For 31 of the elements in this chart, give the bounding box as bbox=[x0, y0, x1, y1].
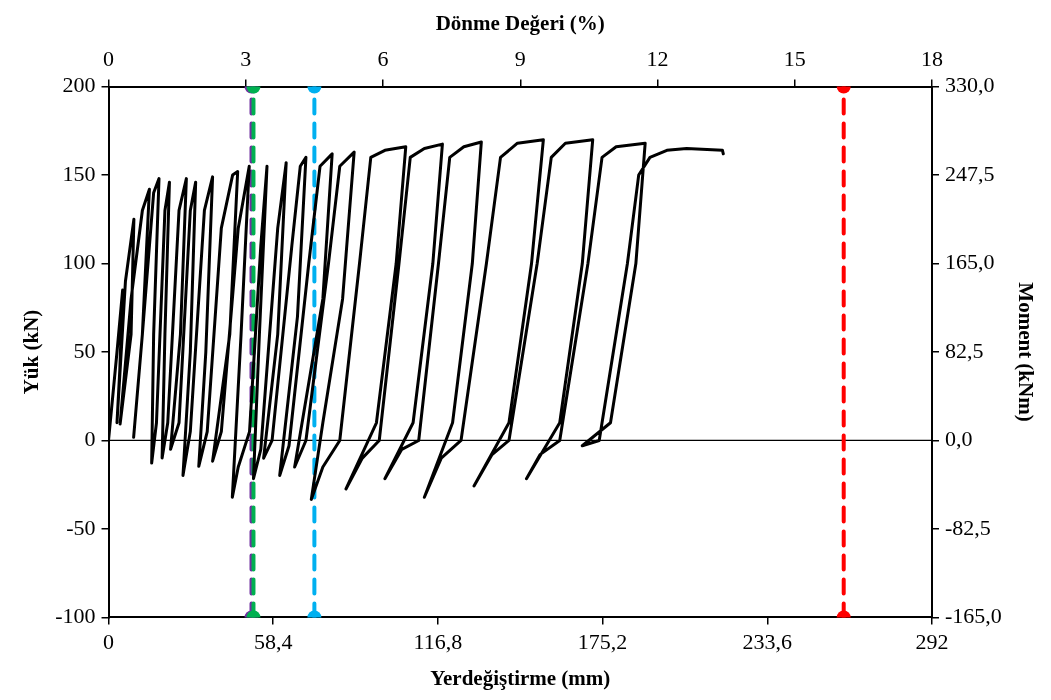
y2-tick-label: 82,5 bbox=[944, 337, 984, 363]
x2-tick-label: 15 bbox=[783, 46, 806, 72]
y-tick-label: -50 bbox=[66, 514, 96, 540]
x2-tick-label: 3 bbox=[240, 46, 252, 72]
x2-tick-label: 6 bbox=[377, 46, 389, 72]
y-axis-title: Yük (kN) bbox=[19, 309, 44, 395]
y2-tick-label: 330,0 bbox=[944, 72, 995, 98]
y-tick-label: 0 bbox=[84, 426, 96, 452]
x2-tick-label: 9 bbox=[514, 46, 526, 72]
x2-tick-label: 18 bbox=[920, 46, 943, 72]
x-axis-title: Yerdeğiştirme (mm) bbox=[430, 665, 611, 690]
y2-tick-label: -165,0 bbox=[944, 603, 1002, 629]
x-tick-label: 175,2 bbox=[577, 629, 628, 655]
y-tick-label: 150 bbox=[62, 160, 96, 186]
x-tick-label: 292 bbox=[915, 629, 949, 655]
y2-axis-title: Moment (kNm) bbox=[1013, 282, 1038, 422]
y2-tick-label: 165,0 bbox=[944, 249, 995, 275]
y-tick-label: -100 bbox=[55, 603, 96, 629]
x-tick-label: 233,6 bbox=[742, 629, 793, 655]
y-tick-label: 100 bbox=[62, 249, 96, 275]
y-tick-label: 200 bbox=[62, 72, 96, 98]
x-tick-label: 0 bbox=[103, 629, 115, 655]
x-tick-label: 58,4 bbox=[253, 629, 293, 655]
y-tick-label: 50 bbox=[73, 337, 96, 363]
y2-tick-label: 247,5 bbox=[944, 160, 995, 186]
x2-axis-title: Dönme Değeri (%) bbox=[435, 11, 605, 36]
x2-tick-label: 0 bbox=[103, 46, 115, 72]
x2-tick-label: 12 bbox=[646, 46, 669, 72]
y2-tick-label: 0,0 bbox=[944, 426, 973, 452]
y2-tick-label: -82,5 bbox=[944, 514, 991, 540]
x-tick-label: 116,8 bbox=[413, 629, 463, 655]
